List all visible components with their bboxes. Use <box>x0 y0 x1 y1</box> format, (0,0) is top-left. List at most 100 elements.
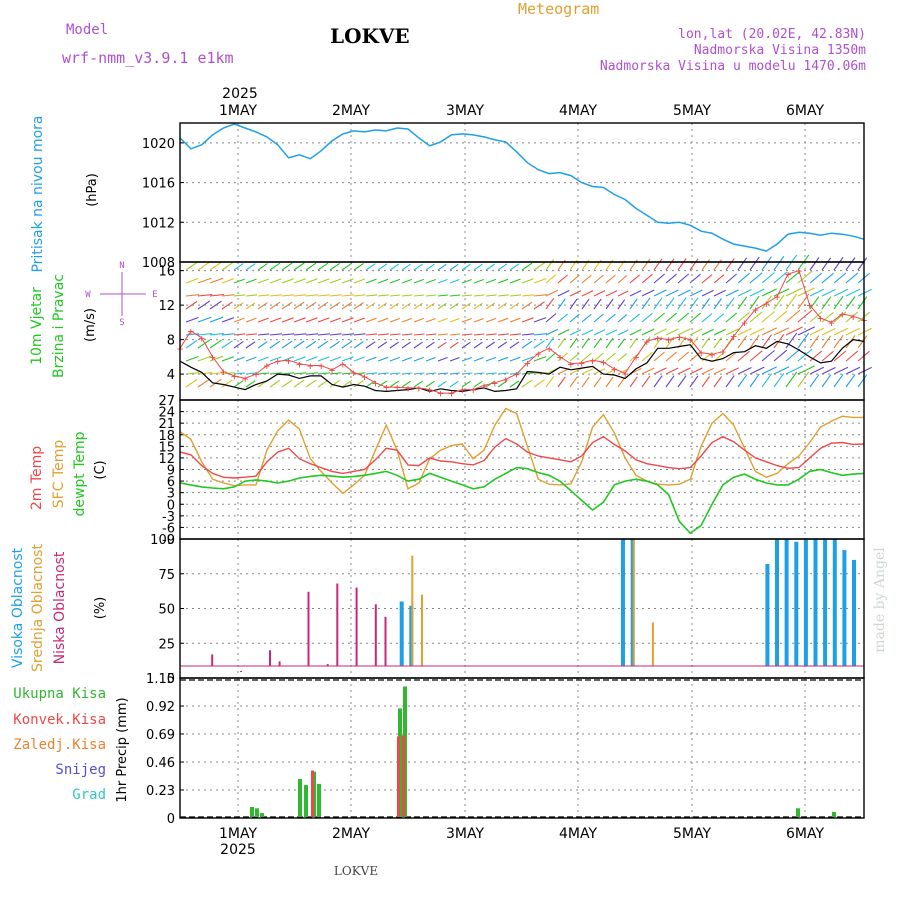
wind-arrow <box>845 311 859 323</box>
wind-arrow <box>317 356 330 362</box>
wind-arrow <box>245 278 257 284</box>
wind-arrow <box>353 356 365 362</box>
wind-arrow <box>749 366 765 375</box>
wind-arrow <box>329 379 341 388</box>
wind-arrow <box>197 355 212 362</box>
wind-arrow <box>641 351 653 362</box>
wind-arrow <box>749 373 760 388</box>
cloud-bar-low <box>307 591 310 666</box>
wind-gust-marker: + <box>340 358 347 371</box>
wind-gust-marker: + <box>622 367 629 380</box>
wind-arrow <box>305 340 317 349</box>
wind-arrow <box>737 257 748 271</box>
altitude-label: Nadmorska Visina 1350m <box>694 43 866 58</box>
wind-arrow <box>581 298 590 310</box>
wind-arrow <box>605 329 618 336</box>
wind-arrow <box>329 294 342 297</box>
wind-arrow <box>233 341 244 349</box>
wind-gust-marker: + <box>361 371 368 384</box>
wind-arrow <box>317 333 330 336</box>
cloud-bar-mid <box>651 622 654 666</box>
y-tick-label: 3 <box>167 487 175 502</box>
wind-gust-marker: + <box>242 372 249 385</box>
wind-arrow <box>557 290 570 297</box>
wind-arrow <box>821 296 832 310</box>
wind-arrow <box>773 310 788 323</box>
model-altitude-label: Nadmorska Visina u modelu 1470.06m <box>600 59 866 74</box>
wind-arrow <box>713 274 725 284</box>
panel-frames <box>179 122 865 819</box>
wind-arrow <box>569 274 580 284</box>
wind-arrow <box>677 297 687 310</box>
wind-arrow <box>413 263 423 271</box>
wind-arrow <box>389 317 401 323</box>
wind-gust-marker: + <box>513 368 520 381</box>
wind-arrow <box>677 258 687 271</box>
wind-arrow <box>629 298 638 310</box>
wind-arrow <box>797 348 813 362</box>
precip-bar-total <box>255 808 259 817</box>
wind-arrow <box>857 327 872 336</box>
wind-arrow <box>473 317 484 323</box>
wind-arrow <box>713 289 726 297</box>
wind-arrow <box>497 317 509 323</box>
wind-arrow <box>569 329 582 336</box>
wind-arrow <box>593 274 604 284</box>
wind-arrow <box>605 274 616 284</box>
y-tick-label: 75 <box>158 568 175 583</box>
wind-arrow <box>473 356 484 362</box>
wind-arrow <box>701 298 710 310</box>
wind-arrow <box>593 313 604 323</box>
cloud-bar-low <box>355 587 358 666</box>
wind-arrow <box>773 294 785 310</box>
wind-arrow <box>449 278 460 284</box>
coords-label: lon,lat (20.02E, 42.83N) <box>678 27 866 42</box>
compass-west: W <box>85 290 91 300</box>
wind-arrow <box>461 341 471 349</box>
wind-arrow <box>341 379 353 388</box>
wind-arrow <box>797 371 810 388</box>
wind-arrow <box>845 288 861 297</box>
wind-arrow <box>197 316 212 323</box>
wind-unit: (m/s) <box>83 308 98 342</box>
wind-arrow <box>797 287 815 297</box>
wind-arrow <box>329 262 341 271</box>
wind-arrow <box>605 337 614 349</box>
wind-arrow <box>641 289 655 297</box>
wind-arrow <box>713 376 722 388</box>
compass-north: N <box>119 261 124 271</box>
pressure-line <box>179 123 865 252</box>
wind-arrow <box>365 317 377 323</box>
temp-2m-title: 2m Temp <box>29 446 45 510</box>
wind-arrow <box>497 278 509 284</box>
wind-arrow <box>281 372 295 375</box>
wind-arrow <box>653 328 667 336</box>
wind-arrow <box>509 278 521 284</box>
wind-arrow <box>533 278 547 284</box>
wind-arrow <box>281 301 293 310</box>
wind-arrow <box>449 317 460 323</box>
wind-arrow <box>221 317 234 323</box>
wind-arrow <box>653 375 663 388</box>
wind-arrow <box>665 297 675 310</box>
wind-arrow <box>845 257 856 271</box>
cloud-high-title: Visoka Oblacnost <box>10 547 26 668</box>
cloud-bar-high <box>803 539 808 666</box>
precip-bar-total <box>796 808 800 817</box>
wind-arrow <box>641 328 655 336</box>
wind-arrow <box>485 333 497 336</box>
precip-bar-total <box>250 807 254 817</box>
wind-gust-marker: + <box>665 334 672 347</box>
wind-gust-marker: + <box>752 303 759 316</box>
wind-arrow <box>557 313 568 323</box>
wind-arrow <box>461 380 471 388</box>
wind-gust-marker: + <box>535 347 542 360</box>
wind-arrow <box>713 259 722 271</box>
wind-arrow <box>365 356 377 362</box>
wind-arrow <box>749 295 760 310</box>
wind-gust-marker: + <box>633 351 640 364</box>
wind-gust-marker: + <box>839 308 846 321</box>
wind-arrow <box>473 278 484 284</box>
wind-arrow <box>677 312 690 323</box>
wind-arrow <box>641 375 651 388</box>
